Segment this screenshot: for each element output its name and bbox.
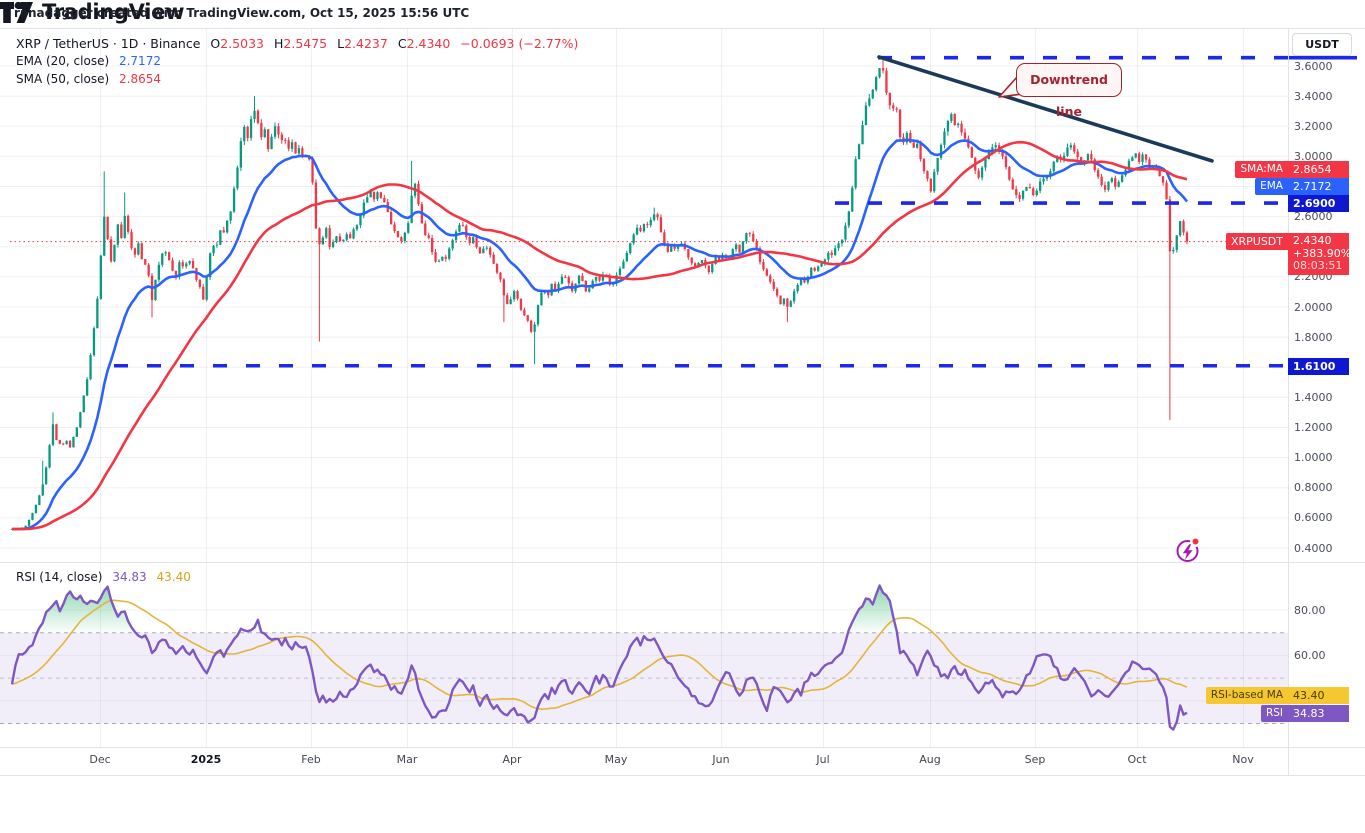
notification-dot — [1190, 536, 1201, 547]
time-axis-label[interactable]: Nov — [1232, 753, 1254, 766]
flash-streak-icon[interactable] — [1174, 528, 1204, 564]
price-scale-tick[interactable]: 0.8000 — [1294, 481, 1333, 495]
price-scale-tick[interactable]: 3.4000 — [1294, 89, 1333, 103]
close-label: C — [397, 36, 407, 51]
price-scale-tick[interactable]: 1.0000 — [1294, 451, 1333, 465]
rsi-scale-tick[interactable]: 60.00 — [1294, 648, 1326, 662]
rsi-line — [10, 584, 1188, 731]
lower-level-price-value: 1.6100 — [1288, 358, 1349, 375]
time-axis-label[interactable]: 2025 — [190, 753, 222, 766]
time-axis-label[interactable]: Dec — [89, 753, 111, 766]
ema-legend: EMA (20, close) 2.7172 — [16, 54, 167, 68]
sma-label: SMA (50, close) — [16, 72, 110, 86]
rsi-band — [0, 632, 1288, 724]
high-value: 2.5475 — [283, 36, 328, 51]
symbol-tag-name: XRPUSDT — [1225, 233, 1288, 250]
rsi-value-box: 34.83 — [1288, 705, 1349, 722]
bar-countdown: 08:03:51 — [1293, 259, 1343, 272]
price-scale-tick[interactable]: 0.6000 — [1294, 511, 1333, 525]
ema-tag-name: EMA — [1255, 178, 1288, 195]
low-label: L — [337, 36, 345, 51]
price-scale-tick[interactable]: 1.2000 — [1294, 421, 1333, 434]
time-axis-label[interactable]: Jul — [816, 753, 830, 766]
rsi-value: 34.83 — [112, 570, 147, 584]
rsi-scale-tick[interactable]: 80.00 — [1294, 603, 1326, 617]
price-scale-tick[interactable]: 2.6000 — [1294, 210, 1333, 224]
upper-level-price-value: 2.6900 — [1288, 195, 1349, 212]
rsi-label: RSI (14, close) — [16, 570, 103, 584]
tradingview-logo[interactable]: TradingView — [0, 0, 1365, 24]
sma-value: 2.8654 — [119, 72, 161, 86]
ema-label: EMA (20, close) — [16, 54, 110, 68]
symbol-price-box: 2.4340 +383.90% 08:03:51 — [1288, 233, 1352, 275]
rsi-legend: RSI (14, close) 34.83 43.40 — [16, 570, 197, 584]
time-axis-label[interactable]: Jun — [712, 753, 730, 766]
sma-tag-name: SMA:MA — [1235, 161, 1288, 178]
price-scale-tick[interactable]: 3.6000 — [1294, 59, 1333, 73]
rsi-ma-line — [11, 599, 1188, 710]
lightning-bolt-icon — [1182, 544, 1193, 560]
change-value: −0.0693 (−2.77%) — [460, 36, 579, 51]
downtrend-callout[interactable]: Downtrend line — [1016, 63, 1122, 119]
attribution-text: ranadagger created with TradingView.com,… — [14, 6, 470, 20]
price-scale-tick[interactable]: 1.8000 — [1294, 330, 1333, 344]
sma-price-tag: SMA:MA — [1235, 161, 1288, 178]
rsi-ma-tag: RSI-based MA — [1205, 687, 1288, 704]
ema-value: 2.7172 — [118, 54, 161, 68]
time-axis-label[interactable]: Oct — [1127, 753, 1147, 766]
ema-price-tag: EMA — [1255, 178, 1288, 195]
ema-line — [12, 138, 1189, 531]
price-scale-tick[interactable]: 3.2000 — [1294, 119, 1333, 133]
downtrend-trendline[interactable] — [877, 55, 1214, 163]
rsi-ma-value: 43.40 — [156, 570, 191, 584]
rsi-ma-value-box: 43.40 — [1288, 687, 1349, 704]
symbol-legend: XRP / TetherUS · 1D · Binance O2.5033 H2… — [16, 36, 584, 51]
tradingview-logo-text: TradingView — [42, 0, 185, 24]
time-axis-label[interactable]: Sep — [1024, 753, 1046, 766]
price-scale-tick[interactable]: 0.4000 — [1294, 541, 1333, 555]
low-value: 2.4237 — [344, 36, 388, 51]
time-axis-label[interactable]: Aug — [919, 753, 941, 766]
sma-line — [12, 140, 1188, 531]
symbol-price-tag: XRPUSDT — [1225, 233, 1288, 250]
open-label: O — [210, 36, 221, 51]
change-percent: +383.90% — [1293, 246, 1352, 260]
currency-toggle-button[interactable]: USDT — [1292, 33, 1352, 56]
price-scale-tick[interactable]: 1.4000 — [1294, 390, 1333, 404]
level-axis-marker — [1288, 55, 1357, 60]
tradingview-logo-mark — [0, 1, 33, 23]
last-price: 2.4340 — [1293, 234, 1332, 247]
time-axis-label[interactable]: Mar — [396, 753, 418, 766]
time-axis-label[interactable]: May — [604, 753, 628, 766]
high-label: H — [273, 36, 284, 51]
time-axis-label[interactable]: Apr — [502, 753, 522, 766]
price-scale-tick[interactable]: 3.0000 — [1294, 149, 1333, 163]
price-scale-tick[interactable]: 2.0000 — [1294, 300, 1333, 314]
sma-price-value: 2.8654 — [1288, 161, 1349, 178]
sma-legend: SMA (50, close) 2.8654 — [16, 72, 167, 86]
open-value: 2.5033 — [220, 36, 264, 51]
symbol-title: XRP / TetherUS · 1D · Binance — [16, 36, 201, 51]
time-axis-label[interactable]: Feb — [301, 753, 321, 766]
candlestick-series — [10, 57, 1189, 531]
ema-price-value: 2.7172 — [1288, 178, 1349, 195]
close-value: 2.4340 — [406, 36, 451, 51]
rsi-tag: RSI — [1260, 705, 1288, 722]
